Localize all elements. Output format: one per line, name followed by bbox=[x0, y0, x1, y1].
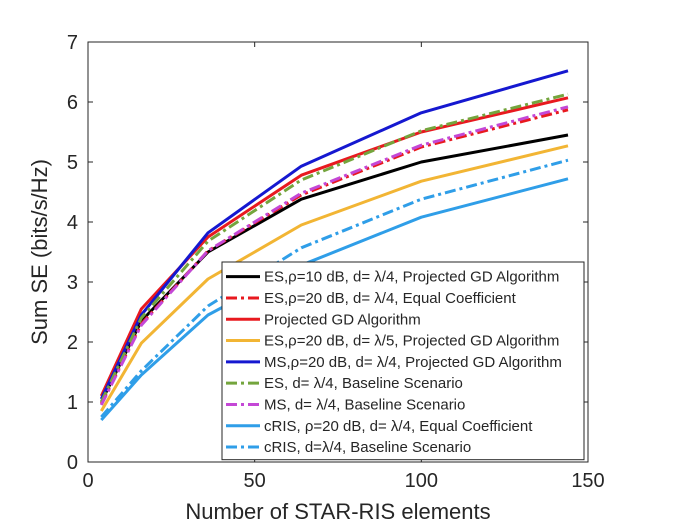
legend-label-2: ES,ρ=20 dB, d= λ/4, Equal Coefficient bbox=[264, 290, 517, 307]
y-tick-label: 4 bbox=[67, 212, 78, 234]
x-tick-label: 50 bbox=[244, 470, 266, 492]
y-axis-label: Sum SE (bits/s/Hz) bbox=[27, 159, 52, 345]
series-line-9 bbox=[100, 158, 569, 418]
x-tick-label: 100 bbox=[405, 470, 438, 492]
legend-label-7: MS, d= λ/4, Baseline Scenario bbox=[264, 396, 465, 413]
y-tick-label: 7 bbox=[67, 32, 78, 54]
y-tick-label: 6 bbox=[67, 92, 78, 114]
y-tick-label: 1 bbox=[67, 392, 78, 414]
x-axis-label: Number of STAR-RIS elements bbox=[185, 499, 490, 524]
legend-label-8: cRIS, ρ=20 dB, d= λ/4, Equal Coefficient bbox=[264, 418, 533, 435]
y-tick-label: 2 bbox=[67, 332, 78, 354]
legend-label-9: cRIS, d=λ/4, Baseline Scenario bbox=[264, 439, 471, 456]
y-tick-label: 3 bbox=[67, 272, 78, 294]
ticks-layer: 0 50 100 150 0 1 2 3 4 5 6 7 bbox=[67, 32, 605, 492]
legend-label-5: MS,ρ=20 dB, d= λ/4, Projected GD Algorit… bbox=[264, 354, 562, 371]
x-tick-label: 150 bbox=[571, 470, 604, 492]
series-line-3 bbox=[99, 96, 569, 397]
x-tick-label: 0 bbox=[82, 470, 93, 492]
legend: ES,ρ=10 dB, d= λ/4, Projected GD Algorit… bbox=[221, 261, 585, 461]
series-line-4 bbox=[100, 144, 569, 412]
legend-box bbox=[221, 261, 585, 461]
series-line-5 bbox=[99, 69, 569, 400]
y-tick-label: 5 bbox=[67, 152, 78, 174]
y-tick-label: 0 bbox=[67, 452, 78, 474]
legend-label-4: ES,ρ=20 dB, d= λ/5, Projected GD Algorit… bbox=[264, 333, 559, 350]
series-line-6 bbox=[99, 92, 569, 403]
series-layer bbox=[99, 69, 569, 421]
legend-label-3: Projected GD Algorithm bbox=[264, 311, 421, 328]
legend-label-6: ES, d= λ/4, Baseline Scenario bbox=[264, 375, 463, 392]
legend-label-1: ES,ρ=10 dB, d= λ/4, Projected GD Algorit… bbox=[264, 269, 559, 286]
series-line-7 bbox=[99, 105, 569, 406]
